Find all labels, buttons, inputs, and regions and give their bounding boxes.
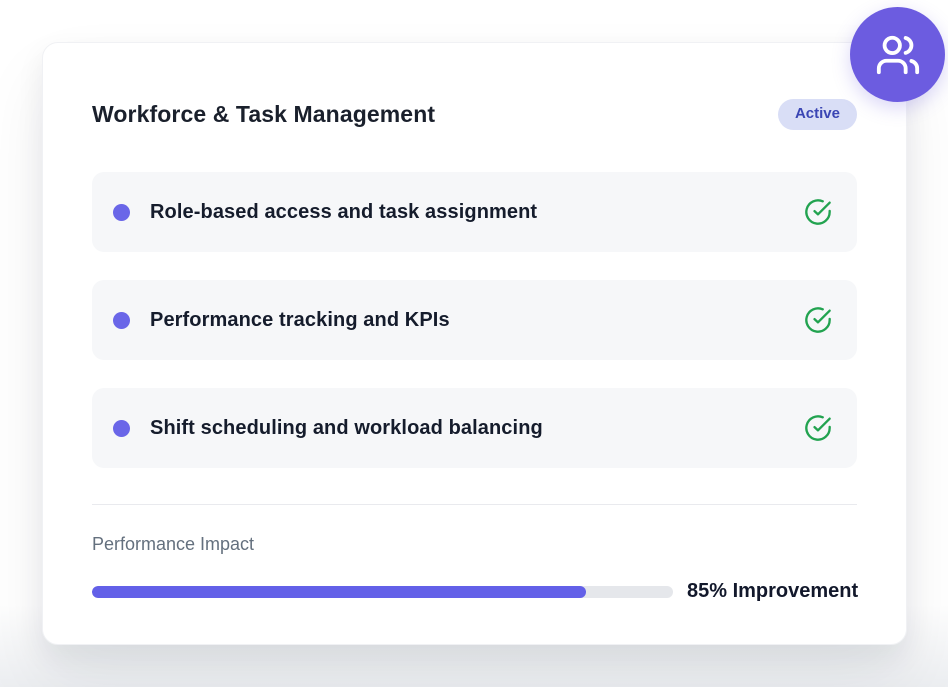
progress-fill: [92, 585, 586, 598]
page-title: Workforce & Task Management: [92, 101, 436, 127]
card-header: Workforce & Task Management Active: [92, 99, 857, 130]
check-circle-icon: [805, 415, 831, 441]
feature-row: Role-based access and task assignment: [92, 172, 857, 252]
users-icon: [876, 35, 919, 74]
performance-impact-label: Performance Impact: [92, 534, 255, 554]
check-circle-icon: [805, 307, 831, 333]
bullet-dot-icon: [113, 203, 130, 221]
feature-label: Shift scheduling and workload balancing: [150, 416, 543, 439]
bullet-dot-icon: [113, 311, 130, 329]
workforce-management-card: Workforce & Task Management Active Role-…: [42, 42, 907, 645]
divider: [92, 504, 857, 505]
feature-label: Performance tracking and KPIs: [150, 308, 450, 331]
check-circle-icon: [805, 199, 831, 225]
feature-row: Shift scheduling and workload balancing: [92, 388, 857, 468]
progress-value-text: 85% Improvement: [687, 580, 859, 602]
status-badge: Active: [777, 99, 857, 130]
feature-list: Role-based access and task assignment Pe…: [92, 172, 857, 468]
feature-label: Role-based access and task assignment: [150, 200, 538, 223]
feature-row: Performance tracking and KPIs: [92, 280, 857, 360]
bullet-dot-icon: [113, 419, 130, 437]
users-fab-button[interactable]: [850, 7, 945, 102]
progress-track: [92, 585, 673, 598]
progress-row: 85% Improvement: [92, 580, 859, 603]
